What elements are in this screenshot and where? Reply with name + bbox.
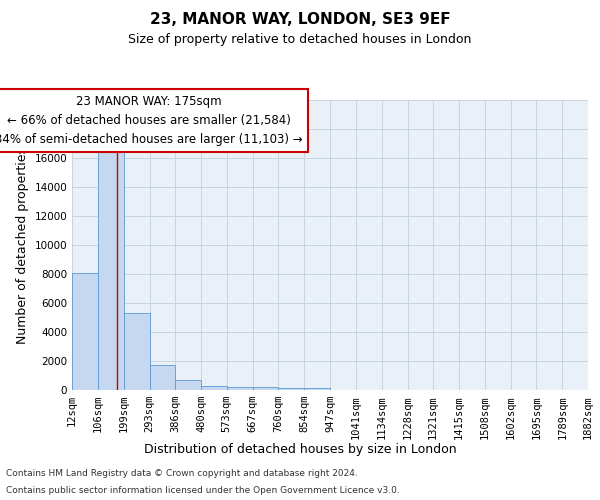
Text: Contains HM Land Registry data © Crown copyright and database right 2024.: Contains HM Land Registry data © Crown c…: [6, 468, 358, 477]
Bar: [253, 387, 278, 390]
Bar: [149, 364, 175, 390]
Bar: [227, 387, 253, 390]
Text: Contains public sector information licensed under the Open Government Licence v3: Contains public sector information licen…: [6, 486, 400, 495]
Bar: [304, 388, 330, 390]
Bar: [278, 388, 304, 390]
Text: 23, MANOR WAY, LONDON, SE3 9EF: 23, MANOR WAY, LONDON, SE3 9EF: [149, 12, 451, 28]
Y-axis label: Number of detached properties: Number of detached properties: [16, 146, 29, 344]
Bar: [124, 313, 149, 390]
Text: Size of property relative to detached houses in London: Size of property relative to detached ho…: [128, 32, 472, 46]
Text: Distribution of detached houses by size in London: Distribution of detached houses by size …: [143, 442, 457, 456]
Bar: [98, 151, 124, 390]
Bar: [175, 380, 201, 390]
Bar: [201, 386, 227, 390]
Bar: [72, 272, 98, 390]
Text: 23 MANOR WAY: 175sqm
← 66% of detached houses are smaller (21,584)
34% of semi-d: 23 MANOR WAY: 175sqm ← 66% of detached h…: [0, 95, 302, 146]
